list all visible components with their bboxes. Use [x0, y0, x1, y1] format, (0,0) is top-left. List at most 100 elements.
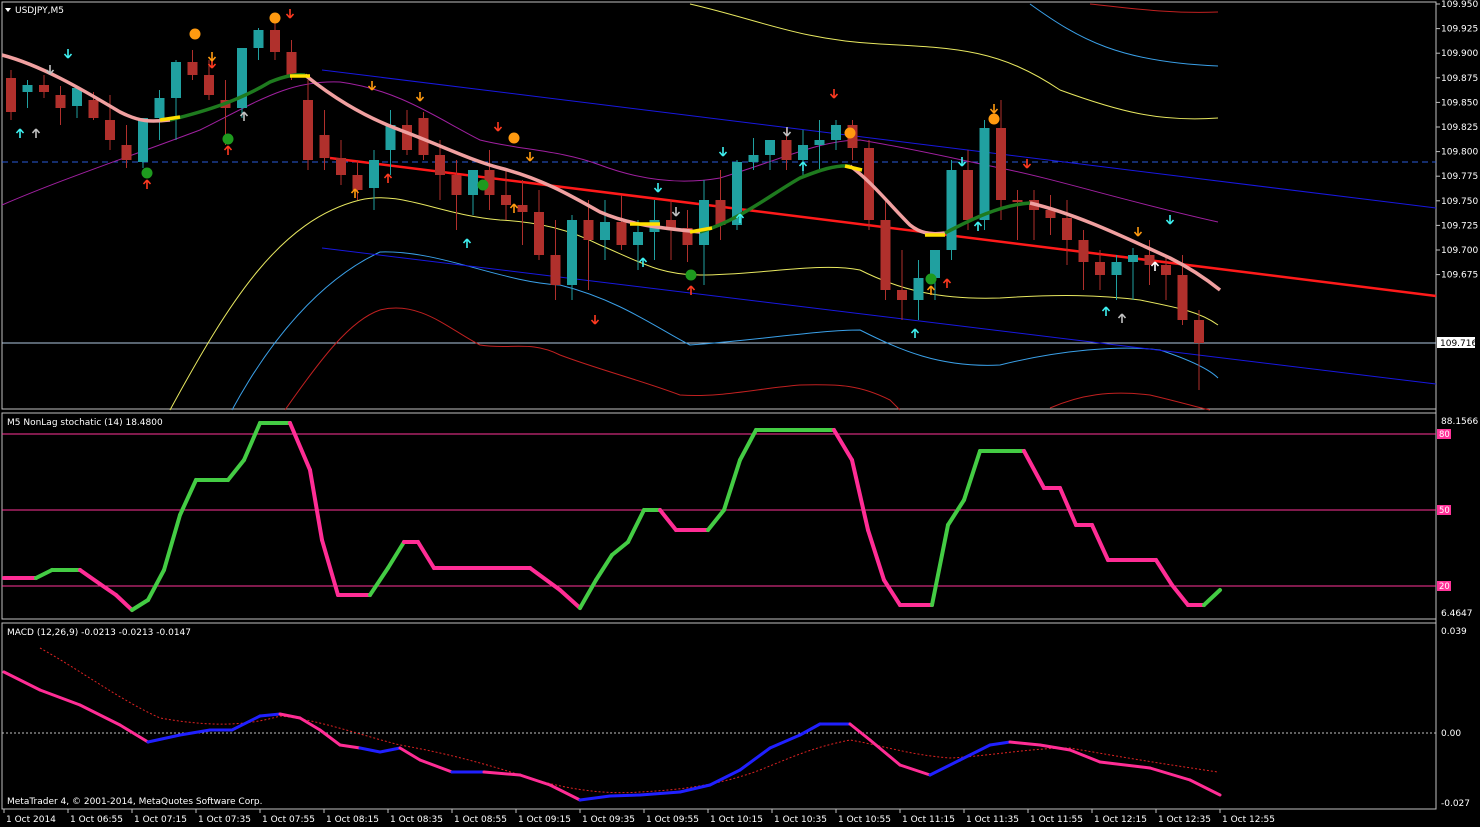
- candle[interactable]: [880, 200, 891, 300]
- candle[interactable]: [567, 215, 577, 300]
- stochastic-segment: [162, 513, 182, 572]
- candle[interactable]: [765, 140, 775, 170]
- candle[interactable]: [154, 90, 165, 140]
- candle[interactable]: [6, 70, 16, 120]
- candle[interactable]: [187, 50, 198, 80]
- time-tick-label: 1 Oct 08:35: [390, 815, 443, 825]
- candle[interactable]: [550, 220, 561, 300]
- candle[interactable]: [451, 160, 462, 230]
- candle[interactable]: [1111, 255, 1122, 300]
- candle[interactable]: [616, 195, 627, 250]
- stoch-level-20-tag: 20: [1437, 581, 1451, 592]
- stochastic-segment: [528, 566, 562, 592]
- candle[interactable]: [286, 40, 297, 80]
- candle[interactable]: [600, 200, 610, 260]
- stoch-max-label: 88.1566: [1441, 417, 1478, 427]
- current-price-value: 109.716: [1440, 339, 1477, 349]
- candle[interactable]: [583, 200, 594, 290]
- macd-segment: [482, 770, 522, 777]
- candle[interactable]: [418, 112, 429, 160]
- buy-arrow-icon: [462, 238, 472, 248]
- candle[interactable]: [435, 140, 445, 200]
- candle[interactable]: [204, 60, 214, 100]
- candle[interactable]: [121, 125, 132, 168]
- macd-segment: [868, 738, 902, 767]
- candle[interactable]: [913, 260, 924, 320]
- signal-dot: [844, 127, 856, 139]
- candle[interactable]: [1012, 190, 1023, 240]
- macd-segment: [578, 794, 612, 802]
- candle[interactable]: [633, 220, 643, 270]
- sell-arrow-icon: [957, 157, 967, 167]
- candle[interactable]: [1045, 195, 1056, 235]
- candle[interactable]: [1161, 255, 1171, 300]
- candle[interactable]: [369, 150, 379, 210]
- buy-arrow-icon: [798, 161, 808, 171]
- candle[interactable]: [715, 170, 726, 240]
- candle[interactable]: [831, 120, 841, 150]
- candle[interactable]: [946, 160, 957, 260]
- sell-arrow-icon: [285, 9, 295, 19]
- candle[interactable]: [501, 170, 511, 220]
- buy-arrow-icon: [509, 203, 519, 213]
- channel-upper-line[interactable]: [321, 69, 1437, 209]
- time-tick-label: 1 Oct 07:35: [198, 815, 251, 825]
- candle[interactable]: [748, 138, 759, 170]
- price-axis[interactable]: 109.950 109.925 109.900 109.875 109.850 109.8…: [1436, 0, 1478, 281]
- macd-segment: [358, 746, 382, 754]
- macd-segment: [798, 722, 822, 737]
- candle[interactable]: [1177, 255, 1188, 325]
- candle[interactable]: [55, 86, 66, 125]
- channel-lower-line[interactable]: [321, 247, 1437, 385]
- symbol-label[interactable]: USDJPY,M5: [5, 6, 64, 16]
- stochastic-segment: [866, 528, 886, 582]
- candle[interactable]: [319, 110, 330, 170]
- candle[interactable]: [847, 120, 858, 160]
- collapse-triangle-icon[interactable]: [5, 8, 11, 12]
- candle[interactable]: [1078, 230, 1089, 290]
- stochastic-segment: [1202, 588, 1222, 607]
- candle[interactable]: [517, 180, 528, 245]
- upper-band-red: [1089, 3, 1219, 13]
- candle[interactable]: [270, 22, 280, 60]
- candle[interactable]: [39, 75, 49, 98]
- candle[interactable]: [534, 190, 544, 260]
- buy-arrow-icon: [735, 213, 745, 223]
- candle[interactable]: [22, 80, 33, 108]
- signal-dot: [477, 179, 489, 191]
- candle[interactable]: [930, 250, 940, 300]
- sell-arrow-icon: [590, 315, 600, 325]
- candle[interactable]: [979, 120, 990, 230]
- candle[interactable]: [649, 200, 660, 260]
- macd-segment: [318, 728, 342, 747]
- candle[interactable]: [1128, 248, 1138, 300]
- candle[interactable]: [253, 28, 264, 60]
- moving-average-falling-1: [1, 53, 171, 123]
- candle[interactable]: [138, 118, 148, 168]
- time-axis[interactable]: 1 Oct 2014 1 Oct 06:55 1 Oct 07:15 1 Oct 07…: [2, 808, 1436, 825]
- candle[interactable]: [682, 210, 693, 262]
- candle[interactable]: [963, 150, 973, 230]
- candle[interactable]: [1062, 200, 1072, 265]
- candle[interactable]: [171, 60, 181, 140]
- candle[interactable]: [468, 170, 478, 215]
- candle[interactable]: [484, 150, 495, 210]
- candle[interactable]: [897, 250, 907, 320]
- candlestick-series[interactable]: [6, 22, 1204, 390]
- candle[interactable]: [1194, 310, 1204, 390]
- macd-segment: [418, 758, 454, 774]
- candle[interactable]: [352, 160, 363, 200]
- candle[interactable]: [996, 100, 1006, 220]
- candle[interactable]: [1095, 250, 1105, 290]
- macd-signal-line: [39, 647, 1219, 794]
- candle[interactable]: [72, 88, 82, 118]
- candle[interactable]: [303, 80, 313, 170]
- candle[interactable]: [336, 140, 346, 185]
- sell-arrow-icon: [63, 49, 73, 59]
- candle[interactable]: [237, 48, 247, 118]
- candle[interactable]: [1029, 190, 1039, 240]
- macd-segment: [1038, 743, 1072, 752]
- candle[interactable]: [385, 110, 396, 175]
- candle[interactable]: [814, 120, 825, 170]
